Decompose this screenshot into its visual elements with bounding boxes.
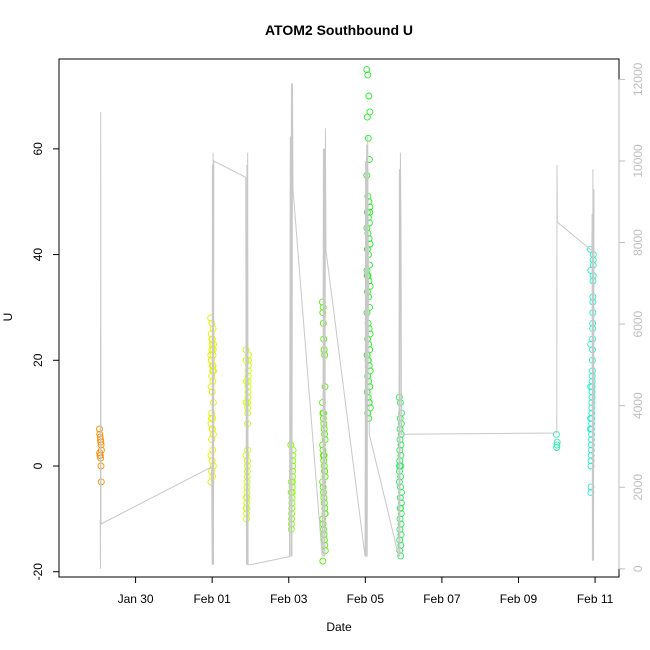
x-tick-label: Feb 09 — [500, 592, 538, 606]
data-point — [207, 330, 215, 338]
data-point — [96, 425, 103, 433]
data-point — [397, 552, 405, 560]
data-point — [553, 441, 561, 449]
y2-tick-label: 12000 — [631, 62, 645, 96]
depth-line — [99, 83, 595, 569]
data-point — [208, 409, 216, 417]
data-point — [587, 441, 595, 449]
data-point — [397, 483, 404, 491]
x-tick-label: Feb 11 — [577, 592, 614, 606]
depth-line-series — [99, 83, 595, 569]
data-point — [365, 92, 373, 100]
data-point — [363, 66, 371, 74]
chart-title: ATOM2 Southbound U — [265, 22, 413, 38]
data-point — [364, 134, 372, 142]
data-point — [245, 356, 252, 364]
y2-tick-label: 8000 — [631, 229, 645, 256]
x-axis-label: Date — [326, 620, 352, 634]
y-tick-label: -20 — [31, 563, 45, 581]
x-tick-label: Feb 03 — [270, 592, 308, 606]
y-axis-label: U — [1, 313, 15, 322]
y-tick-label: 0 — [31, 462, 45, 469]
data-point — [96, 430, 104, 438]
data-points — [96, 66, 597, 565]
y2-tick-label: 0 — [631, 565, 645, 572]
data-point — [587, 436, 595, 444]
x-tick-label: Feb 01 — [193, 592, 231, 606]
data-point — [553, 438, 561, 446]
y-tick-label: 20 — [31, 353, 45, 367]
y2-tick-label: 6000 — [631, 310, 645, 337]
y-tick-label: 60 — [31, 142, 45, 156]
data-point — [397, 520, 405, 528]
data-point — [397, 451, 405, 459]
data-point — [397, 531, 405, 539]
data-point — [96, 449, 104, 457]
data-point — [207, 414, 215, 422]
data-point — [208, 436, 216, 444]
data-point — [364, 71, 372, 79]
data-point — [397, 441, 405, 449]
y-tick-label: 40 — [31, 248, 45, 262]
data-point — [319, 557, 327, 565]
data-point — [587, 451, 595, 459]
axes: Jan 30 Feb 01 Feb 03 Feb 05 Feb 07 Feb 09 Feb … — [31, 62, 645, 606]
data-point — [553, 444, 561, 451]
data-point — [397, 510, 405, 518]
data-point — [363, 113, 371, 121]
x-tick-label: Jan 30 — [118, 592, 154, 606]
data-point — [397, 541, 405, 549]
y2-tick-label: 4000 — [631, 392, 645, 419]
data-point — [587, 446, 595, 454]
y2-tick-label: 10000 — [631, 144, 645, 178]
x-tick-label: Feb 05 — [347, 592, 385, 606]
plot-border — [58, 58, 620, 578]
data-point — [397, 473, 405, 481]
data-point — [397, 504, 404, 512]
data-point — [588, 420, 596, 428]
x-tick-label: Feb 07 — [423, 592, 461, 606]
data-point — [208, 372, 216, 380]
y2-tick-label: 2000 — [631, 474, 645, 501]
data-point — [588, 430, 595, 438]
